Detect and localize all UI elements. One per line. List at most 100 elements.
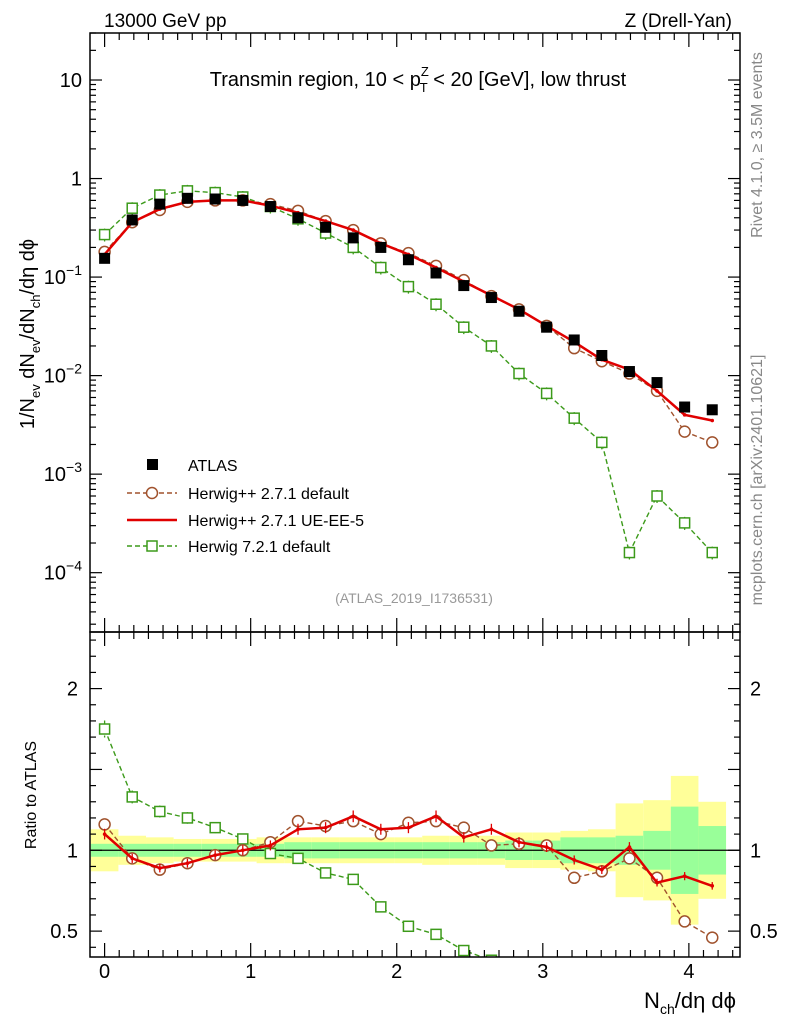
ratio-herwig7-default-point-19 <box>624 1005 634 1015</box>
herwig7-default-point-13 <box>458 321 470 333</box>
ratio-herwig-pp-default-point-14 <box>485 839 498 852</box>
ratio-herwig7-default-point-13 <box>458 944 470 957</box>
ratio-herwig-pp-ueee5-point-12 <box>434 814 438 819</box>
herwig-pp-default-point-22 <box>705 436 719 449</box>
ratio-herwig7-default-point-17 <box>569 981 579 991</box>
ytick-exp: −2 <box>66 361 82 377</box>
title-sup-z: Z <box>421 64 429 79</box>
lower-ytick-label-right-2: 0.5 <box>750 921 778 943</box>
ratio-herwig7-default-point-3 <box>181 812 194 824</box>
herwig7-default-point-21 <box>678 517 691 529</box>
ratio-herwig-pp-default-point-21 <box>678 915 691 928</box>
ratio-herwig-pp-ueee5-point-22 <box>710 884 715 888</box>
upper-ytick-label-5: 10−4 <box>44 558 82 585</box>
upper-ytick-label-1: 1 <box>71 169 82 191</box>
herwig7-default-point-18 <box>596 436 608 449</box>
herwig7-default-point-0 <box>98 228 111 241</box>
herwig7-default-point-2 <box>154 189 166 201</box>
atlas-point-4 <box>209 193 221 205</box>
herwig7-default-point-1 <box>126 202 138 214</box>
ytick-exp: −4 <box>66 558 82 574</box>
herwig7-default-point-9 <box>347 241 359 254</box>
atlas-point-9 <box>347 232 359 244</box>
title-sub-t: T <box>420 80 428 95</box>
herwig-pp-ueee5-point-22 <box>710 418 715 423</box>
atlas-point-7 <box>292 212 304 224</box>
atlas-point-14 <box>485 292 497 304</box>
atlas-point-22 <box>706 404 718 416</box>
atlas-point-6 <box>264 201 276 213</box>
title-part-pre: Transmin region, 10 < p <box>210 69 421 91</box>
ratio-herwig-pp-ueee5-point-3 <box>185 861 190 866</box>
upper-y-axis-label: 1/Nev dNev/dNch/dη dϕ <box>17 239 43 429</box>
herwig7-default-point-17 <box>568 412 580 424</box>
herwig-pp-ueee5-point-9 <box>351 228 356 232</box>
ratio-herwig7-default-point-15 <box>514 970 524 980</box>
ratio-herwig-pp-ueee5-point-14 <box>489 827 494 832</box>
atlas-point-10 <box>375 241 387 253</box>
herwig7-default-point-10 <box>375 261 387 274</box>
ratio-herwig-pp-default-point-22 <box>705 931 719 944</box>
ratio-herwig-pp-ueee5-point-8 <box>323 825 328 830</box>
atlas-point-17 <box>568 334 580 346</box>
ratio-herwig7-default-line <box>103 728 485 957</box>
herwig7-default-line <box>104 190 713 555</box>
lower-ytick-label-1: 1 <box>67 840 78 862</box>
ratio-herwig-pp-ueee5-point-20 <box>655 880 659 885</box>
atlas-point-21 <box>679 401 691 413</box>
atlas-point-12 <box>430 267 442 279</box>
ytick-base: 10 <box>44 464 66 486</box>
ratio-herwig-pp-ueee5-point-10 <box>379 827 383 832</box>
ratio-herwig-pp-default-point-17 <box>567 871 581 885</box>
ytick-base: 10 <box>44 366 66 388</box>
legend-label-herwig7-default: Herwig 7.2.1 default <box>188 539 331 556</box>
ytick-exp: −1 <box>66 262 82 278</box>
lower-panel: 2 2 1 1 0.5 0.5 0 1 2 3 4 <box>50 631 778 1015</box>
lower-plot-area <box>90 720 740 1015</box>
ytick-base: 10 <box>44 563 66 585</box>
legend-label-herwig-pp-ueee5: Herwig++ 2.7.1 UE-EE-5 <box>188 513 364 530</box>
ratio-herwig7-default-point-11 <box>402 920 415 933</box>
ratio-herwig-pp-ueee5-point-21 <box>682 874 687 878</box>
atlas-point-3 <box>181 192 193 204</box>
herwig-pp-default-line <box>104 199 713 444</box>
legend-marker-herwig7-default <box>146 540 158 552</box>
atlas-point-2 <box>154 198 166 210</box>
analysis-id-label: (ATLAS_2019_I1736531) <box>335 590 493 606</box>
legend-label-herwig-pp-default: Herwig++ 2.7.1 default <box>188 486 350 503</box>
atlas-point-18 <box>596 349 608 361</box>
ratio-herwig-pp-default-point-19 <box>623 852 636 865</box>
ratio-herwig-pp-ueee5-point-5 <box>240 848 245 853</box>
atlas-point-1 <box>126 214 138 226</box>
ratio-herwig7-default-point-4 <box>209 821 221 834</box>
ratio-herwig7-default-point-1 <box>126 791 138 803</box>
atlas-point-8 <box>320 221 332 233</box>
lower-ytick-label-2: 0.5 <box>50 921 78 943</box>
ratio-herwig7-default-point-9 <box>347 873 359 886</box>
lower-ytick-label-right-1: 1 <box>750 840 761 862</box>
mcplots-source-label: mcplots.cern.ch [arXiv:2401.10621] <box>749 355 766 606</box>
atlas-point-16 <box>541 321 553 333</box>
xtick-label-1: 1 <box>245 961 256 983</box>
ratio-herwig7-default-point-14 <box>485 954 498 957</box>
ratio-herwig-pp-ueee5-point-2 <box>158 866 162 870</box>
herwig7-default-point-12 <box>430 298 442 310</box>
ratio-herwig7-default-point-2 <box>154 805 166 818</box>
ratio-herwig7-default-point-10 <box>375 901 387 913</box>
xtick-label-0: 0 <box>99 961 110 983</box>
xtick-label-3: 3 <box>537 961 548 983</box>
lower-ytick-label-right-0: 2 <box>750 679 761 701</box>
ratio-herwig-pp-ueee5-point-16 <box>544 845 549 849</box>
atlas-point-20 <box>651 377 663 389</box>
ratio-herwig-pp-ueee5-point-7 <box>296 827 300 832</box>
ratio-herwig7-default-point-5 <box>237 833 249 845</box>
ratio-herwig7-default-point-12 <box>430 928 442 941</box>
ratio-herwig-pp-ueee5-point-15 <box>517 840 521 844</box>
herwig7-default-point-20 <box>651 490 663 502</box>
herwig-pp-ueee5-line <box>103 199 713 422</box>
upper-plot-area <box>98 184 719 560</box>
upper-ytick-label-0: 10 <box>60 70 82 92</box>
ratio-herwig-pp-ueee5-point-1 <box>130 856 135 861</box>
